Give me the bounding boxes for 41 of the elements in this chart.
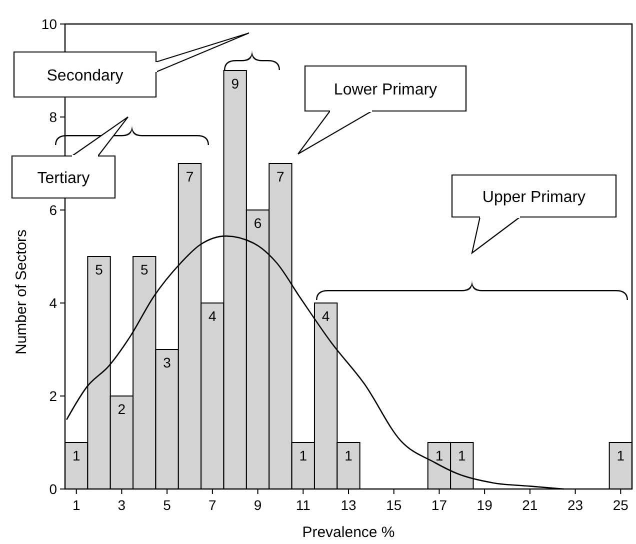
- y-tick-label: 8: [49, 109, 58, 125]
- y-tick-label: 10: [41, 16, 58, 32]
- annotation: Secondary: [46, 68, 124, 84]
- y-tick-label: 6: [49, 202, 58, 218]
- y-tick-label: 4: [49, 295, 58, 311]
- x-tick-label: 1: [72, 497, 80, 513]
- data-label: 2: [118, 401, 126, 417]
- data-label: 3: [163, 354, 172, 370]
- data-label: 7: [276, 168, 285, 184]
- annotation: Tertiary: [37, 170, 90, 187]
- x-tick-label: 7: [208, 497, 217, 513]
- x-tick-label: 19: [476, 497, 493, 513]
- data-label: 1: [616, 448, 625, 464]
- data-label: 1: [458, 448, 466, 464]
- data-label: 4: [208, 308, 217, 324]
- data-label: 7: [186, 168, 194, 184]
- x-tick-label: 23: [568, 497, 584, 513]
- annotation: Upper Primary: [482, 189, 586, 206]
- x-tick-label: 9: [254, 497, 262, 513]
- x-tick-label: 11: [296, 497, 311, 513]
- annotation: Lower Primary: [334, 82, 438, 98]
- data-label: 9: [231, 76, 240, 92]
- data-label: 5: [140, 262, 148, 278]
- data-label: 1: [299, 448, 308, 464]
- x-tick-label: 17: [431, 497, 448, 513]
- x-tick-label: 13: [340, 497, 356, 513]
- y-tick-label: 0: [49, 481, 58, 497]
- x-tick-label: 25: [612, 497, 629, 513]
- y-axis-title: Number of Sectors: [13, 229, 30, 355]
- x-tick-label: 5: [163, 497, 172, 513]
- data-label: 5: [95, 262, 104, 278]
- data-label: 1: [72, 448, 80, 464]
- x-tick-label: 21: [522, 497, 538, 513]
- data-label: 4: [322, 308, 330, 324]
- data-label: 1: [344, 448, 353, 464]
- data-label: 1: [435, 448, 444, 464]
- y-tick-label: 2: [49, 388, 58, 404]
- x-tick-label: 15: [386, 497, 402, 513]
- x-axis-title: Prevalence %: [302, 524, 395, 541]
- data-label: 6: [254, 215, 262, 231]
- x-tick-label: 3: [118, 497, 126, 513]
